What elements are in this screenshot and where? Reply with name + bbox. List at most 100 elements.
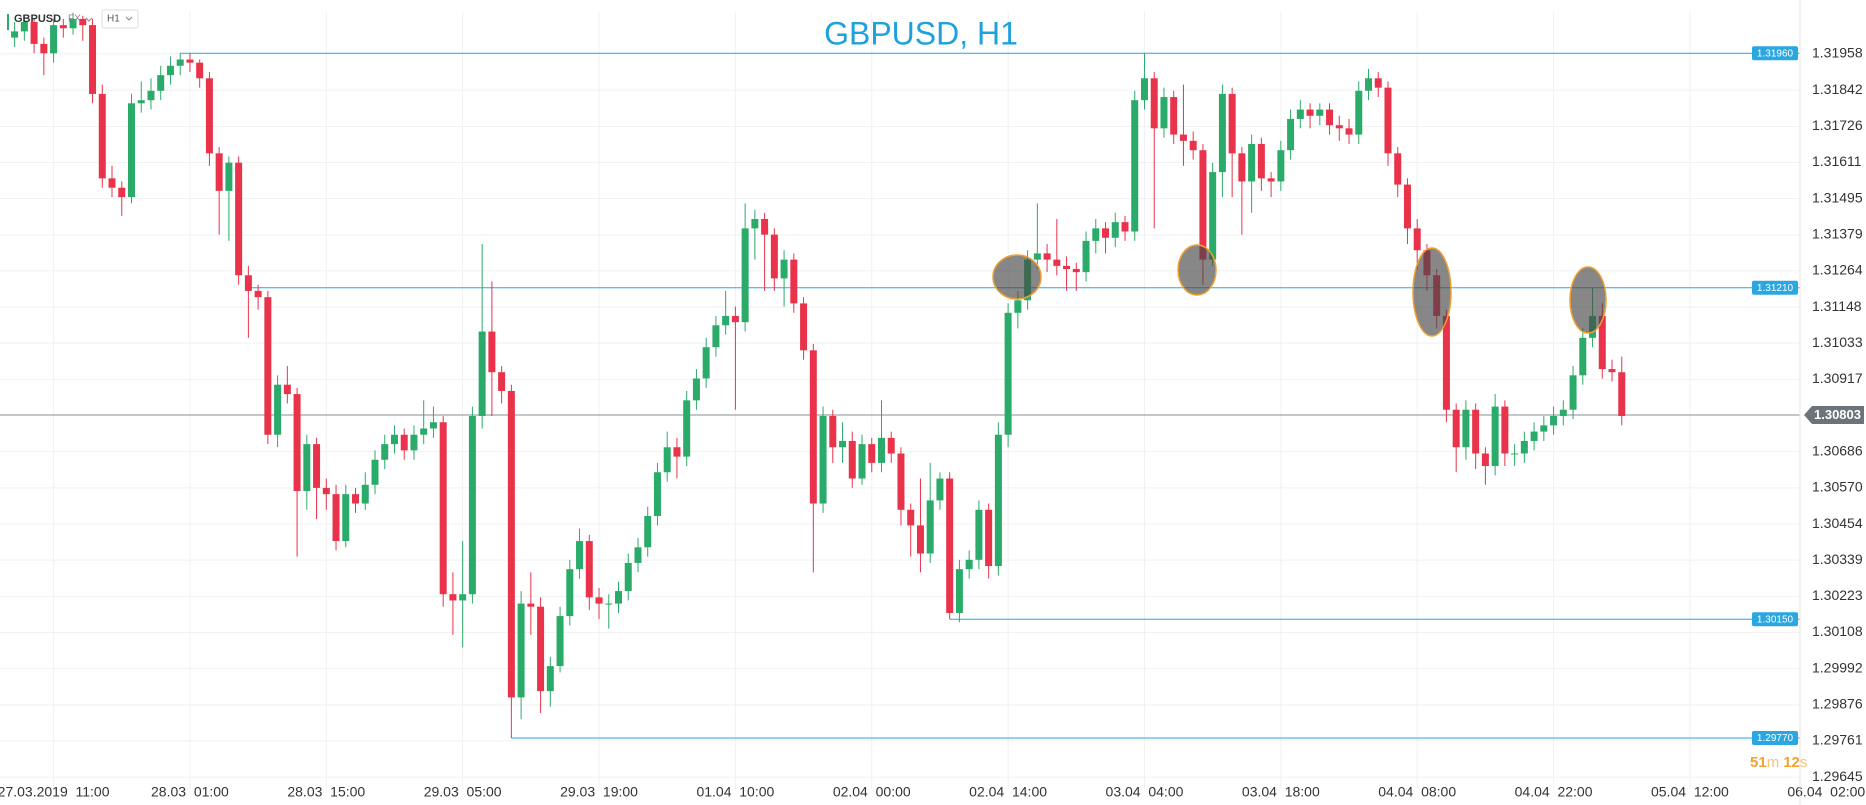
candle-body (1257, 143, 1265, 179)
candle-body (176, 59, 184, 66)
highlight (1412, 247, 1452, 337)
y-tick-label: 1.31379 (1812, 226, 1863, 242)
candle-body (1189, 140, 1197, 151)
candle-body (1218, 93, 1226, 173)
candle-body (790, 259, 798, 304)
annotations (992, 244, 1607, 337)
candle-body (283, 384, 291, 395)
timeframe-select[interactable] (101, 9, 139, 29)
candle-body (1072, 269, 1080, 273)
candle-body (1442, 315, 1450, 410)
candle-body (1170, 97, 1178, 135)
y-tick-label: 1.29876 (1812, 696, 1863, 712)
x-tick-label: 29.03 19:00 (560, 784, 638, 800)
candle-body (1209, 172, 1217, 260)
candle-body (352, 494, 360, 504)
candle-body (498, 372, 506, 391)
candle-body (11, 31, 19, 38)
candle-body (1267, 178, 1275, 182)
candle-body (1608, 369, 1616, 373)
candle-body (1150, 78, 1158, 129)
candle-body (887, 437, 895, 454)
candle-body (196, 62, 204, 79)
y-tick-label: 1.29992 (1812, 659, 1863, 675)
candle-body (975, 509, 983, 560)
x-tick-label: 03.04 18:00 (1242, 784, 1320, 800)
candle-body (439, 422, 447, 595)
timeframe[interactable]: H1 (107, 14, 120, 25)
candle-body (809, 350, 817, 504)
candle-body (1365, 78, 1373, 91)
candle-body (780, 259, 788, 279)
x-tick-label: 05.04 12:00 (1651, 784, 1729, 800)
candle-body (1287, 118, 1295, 151)
candles (11, 12, 1626, 739)
countdown-unit: m (1767, 754, 1780, 771)
candle-body (829, 415, 837, 448)
timeframe-caret (125, 16, 133, 21)
candle-body (1491, 406, 1499, 467)
y-tick-label: 1.31611 (1812, 153, 1862, 169)
candle-body (20, 22, 28, 32)
x-tick-label: 01.04 10:00 (696, 784, 774, 800)
candle-body (1092, 228, 1100, 241)
candle-body (965, 559, 973, 570)
candle-body (293, 394, 301, 492)
x-tick-label: 06.04 02:00 (1787, 784, 1865, 800)
candle-body (712, 325, 720, 348)
candle-body (702, 347, 710, 379)
candle-body (877, 437, 885, 463)
candle-body (527, 603, 535, 607)
candle-body (381, 444, 389, 460)
candle-body (1053, 259, 1061, 266)
candle-body (770, 234, 778, 279)
candle-body (1238, 153, 1246, 182)
candle-body (468, 415, 476, 595)
candle-body (1316, 109, 1324, 116)
candle-body (868, 444, 876, 463)
market: FX (68, 14, 81, 25)
candle-body (1394, 153, 1402, 185)
candle-body (1403, 184, 1411, 229)
x-tick-label: 28.03 15:00 (287, 784, 365, 800)
y-tick-label: 1.31148 (1812, 298, 1862, 314)
candle-body (615, 591, 623, 604)
y-tick-label: 1.31264 (1812, 262, 1863, 278)
candle-body (235, 162, 243, 276)
candle-body (653, 472, 661, 517)
symbol[interactable]: GBPUSD (14, 13, 61, 25)
y-tick-label: 1.30339 (1812, 551, 1863, 567)
candle-body (478, 331, 486, 416)
candle-body (332, 494, 340, 542)
candle-body (69, 18, 77, 29)
candle-body (663, 447, 671, 473)
candle-body (1501, 406, 1509, 454)
candle-body (897, 453, 905, 510)
candle-body (1277, 150, 1285, 182)
candle-body (1569, 375, 1577, 410)
level-tag (1752, 731, 1798, 746)
countdown-unit: s (1800, 754, 1808, 771)
candle-body (1540, 425, 1548, 432)
candle-body (1121, 222, 1129, 232)
candle-body (1160, 97, 1168, 129)
countdown: 51m 12s (1750, 754, 1807, 771)
candle-body (40, 43, 48, 54)
candle-body (215, 153, 223, 191)
candle-body (98, 93, 106, 179)
candle-body (800, 303, 808, 351)
candle-body (1131, 100, 1139, 232)
candle-body (147, 90, 155, 101)
y-tick-label: 1.29645 (1812, 768, 1863, 784)
level-tag (1752, 612, 1798, 627)
candle-body (955, 569, 963, 613)
candle-body (731, 315, 739, 323)
candle-body (1530, 431, 1538, 441)
candle-body (1082, 240, 1090, 273)
candle-body (79, 18, 87, 26)
candle-body (1355, 90, 1363, 135)
candle-body (1179, 134, 1187, 141)
x-tick-label: 04.04 08:00 (1378, 784, 1456, 800)
candle-body (1481, 453, 1489, 467)
candle-body (1384, 87, 1392, 154)
